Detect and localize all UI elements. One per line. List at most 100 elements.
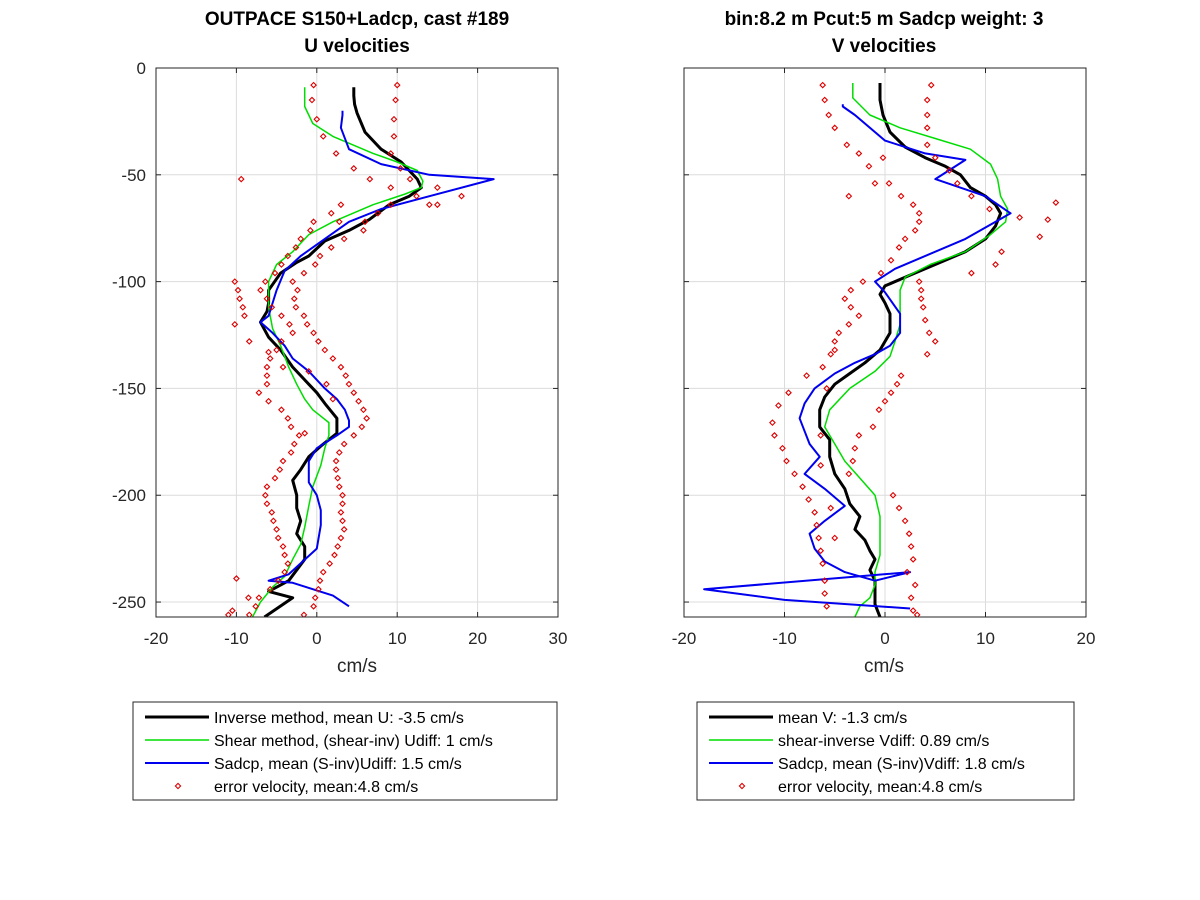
- u-error-velocity-point: [271, 474, 279, 482]
- u-error-velocity-point: [234, 286, 242, 294]
- u-error-velocity-point: [278, 261, 285, 268]
- v-error-velocity-point: [821, 96, 829, 104]
- v-error-velocity-point: [923, 350, 931, 358]
- u-error-velocity-point: [278, 312, 285, 320]
- v-error-velocity-point: [923, 111, 931, 119]
- u-error-velocity-point: [310, 81, 317, 89]
- u-y-tick-label: -250: [112, 593, 146, 612]
- u-error-velocity-point: [268, 508, 276, 516]
- u-error-velocity-point: [337, 201, 345, 209]
- u-x-axis-label: cm/s: [337, 656, 377, 677]
- u-error-velocity-point: [334, 474, 342, 482]
- u-tick-labels: -20 -10 0 10 20 300-50-100-150-200-250: [112, 59, 567, 648]
- v-error-velocity-point: [845, 320, 853, 328]
- v-error-velocity-point: [901, 235, 909, 243]
- u-error-velocity-point: [366, 175, 374, 183]
- u-error-velocity-point: [300, 312, 308, 320]
- u-error-velocity-point: [319, 568, 327, 576]
- u-error-velocity-point: [392, 96, 399, 104]
- u-x-tick-label: 10: [388, 629, 407, 648]
- u-error-velocity-point: [300, 611, 308, 617]
- v-series-group: [703, 81, 1060, 617]
- u-error-velocity-point: [340, 235, 348, 243]
- u-error-velocity-point: [360, 226, 367, 234]
- u-error-velocity-point: [271, 269, 279, 277]
- v-error-velocity-point: [823, 602, 831, 610]
- u-error-velocity-point: [350, 432, 358, 439]
- u-error-velocity-point: [327, 209, 335, 217]
- v-error-velocity-point: [953, 179, 961, 187]
- v-error-velocity-point: [821, 590, 829, 597]
- u-error-velocity-point: [337, 508, 345, 516]
- u-error-velocity-point: [390, 115, 398, 123]
- u-error-velocity-point: [355, 397, 362, 405]
- u-error-velocity-point: [279, 543, 287, 550]
- u-series-line-3: [259, 110, 495, 608]
- u-error-velocity-point: [340, 440, 348, 448]
- u-error-velocity-point: [278, 338, 285, 345]
- v-error-velocity-point: [1036, 233, 1044, 241]
- u-error-velocity-point: [231, 278, 239, 285]
- v-x-axis-label: cm/s: [864, 656, 904, 677]
- u-error-velocity-point: [315, 338, 322, 345]
- u-error-velocity-point: [278, 406, 285, 414]
- u-error-velocity-point: [292, 303, 300, 311]
- v-error-velocity-point: [925, 329, 933, 337]
- v-error-velocity-point: [771, 432, 778, 439]
- u-error-velocity-point: [261, 278, 269, 285]
- u-error-velocity-point: [332, 466, 340, 473]
- v-error-velocity-point: [915, 218, 923, 226]
- v-error-velocity-point: [911, 581, 919, 589]
- v-error-velocity-point: [849, 457, 857, 465]
- v-error-velocity-point: [799, 483, 806, 491]
- u-error-velocity-point: [284, 560, 292, 567]
- u-error-velocity-point: [374, 209, 382, 217]
- v-error-velocity-point: [877, 269, 885, 277]
- u-error-velocity-point: [263, 295, 271, 303]
- v-error-velocity-point: [1052, 199, 1060, 206]
- u-error-velocity-point: [268, 303, 276, 311]
- v-legend-label: Sadcp, mean (S-inv)Vdiff: 1.8 cm/s: [778, 756, 1025, 773]
- u-error-velocity-point: [397, 165, 404, 172]
- u-error-velocity-point: [306, 226, 314, 234]
- v-error-velocity-point: [821, 577, 829, 585]
- v-error-velocity-point: [825, 111, 833, 119]
- u-error-velocity-point: [279, 457, 287, 465]
- u-error-velocity-point: [339, 491, 346, 499]
- v-error-velocity-point: [851, 444, 859, 452]
- v-error-velocity-point: [909, 555, 917, 563]
- u-error-velocity-point: [294, 286, 301, 294]
- u-error-velocity-point: [387, 184, 395, 192]
- u-error-velocity-point: [358, 423, 366, 431]
- v-error-velocity-point: [909, 607, 917, 614]
- u-error-velocity-point: [236, 295, 243, 303]
- u-x-tick-label: -10: [224, 629, 249, 648]
- v-error-velocity-point: [992, 261, 999, 268]
- u-error-velocity-point: [263, 483, 271, 491]
- u-error-velocity-point: [301, 429, 309, 437]
- u-error-velocity-point: [342, 372, 350, 379]
- v-error-velocity-point: [893, 380, 901, 388]
- u-error-velocity-point: [261, 491, 269, 499]
- u-y-tick-label: -150: [112, 379, 146, 398]
- v-error-velocity-point: [901, 517, 909, 525]
- u-error-velocity-point: [305, 367, 313, 375]
- u-error-velocity-point: [310, 602, 317, 610]
- u-x-tick-label: -20: [144, 629, 169, 648]
- v-error-velocity-point: [831, 346, 839, 354]
- u-error-velocity-point: [311, 594, 319, 602]
- u-error-velocity-point: [263, 363, 271, 371]
- u-error-velocity-point: [289, 278, 297, 285]
- v-series-clip: [703, 81, 1060, 617]
- v-error-velocity-point: [835, 329, 843, 337]
- u-error-velocity-point: [229, 607, 236, 614]
- u-chart-title: OUTPACE S150+Ladcp, cast #189: [205, 9, 509, 30]
- v-error-velocity-point: [859, 278, 867, 285]
- v-error-velocity-point: [843, 141, 851, 149]
- u-error-velocity-point: [332, 150, 340, 157]
- u-error-velocity-point: [335, 449, 343, 456]
- u-error-velocity-point: [310, 329, 317, 337]
- u-error-velocity-point: [326, 560, 334, 567]
- u-error-velocity-point: [263, 380, 271, 388]
